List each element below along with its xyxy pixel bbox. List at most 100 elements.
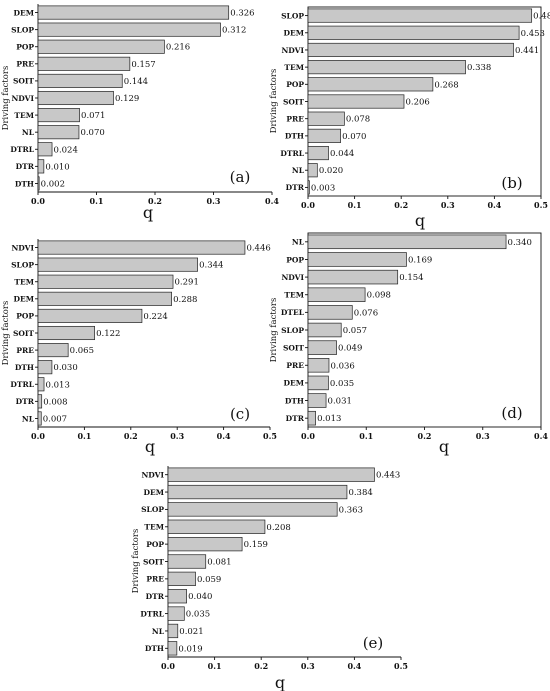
bar-dtrl [37, 377, 45, 392]
category-label-soit: SOIT [283, 343, 304, 352]
category-label-pre: PRE [286, 114, 304, 123]
value-label-dem: 0.453 [521, 29, 545, 39]
x-axis-title: q [415, 211, 425, 230]
bar-soit [307, 340, 337, 355]
category-label-dtel: DTEL [281, 308, 305, 317]
bar-ndvi [307, 269, 399, 285]
chart-panel-5: NDVI 0.443 DEM 0.384 SLOP 0.363 TEM 0.208 POP 0.1… [131, 466, 408, 691]
x-tick-label: 0.5 [394, 661, 408, 671]
x-tick-label: 0.1 [77, 431, 91, 441]
bar-ndvi [37, 90, 114, 106]
bar-dtrl [307, 145, 329, 161]
x-axis-title: q [275, 673, 285, 691]
category-label-ndvi: NDVI [281, 46, 304, 55]
bar-ndvi [307, 42, 514, 58]
category-label-tem: TEM [14, 278, 34, 287]
category-label-tem: TEM [144, 523, 164, 532]
bar-ndvi [37, 240, 246, 255]
panel-label: (b) [501, 174, 522, 192]
value-label-tem: 0.338 [467, 63, 491, 73]
bar-tem [37, 274, 174, 289]
x-tick-label: 0.2 [254, 661, 268, 671]
value-label-nl: 0.020 [319, 166, 343, 176]
bar-dtr [37, 394, 43, 409]
category-label-ndvi: NDVI [281, 273, 304, 282]
value-label-dtrl: 0.035 [186, 610, 210, 620]
bar-slop [167, 502, 338, 517]
x-tick-label: 0.3 [207, 196, 221, 206]
value-label-tem: 0.208 [266, 523, 290, 533]
value-label-dth: 0.031 [328, 397, 352, 407]
x-tick-label: 0.2 [418, 431, 432, 441]
value-label-dtr: 0.040 [188, 592, 212, 602]
value-label-pre: 0.059 [197, 575, 221, 585]
category-label-dtrl: DTRL [10, 380, 34, 389]
bar-tem [167, 519, 266, 534]
bar-nl [307, 163, 318, 178]
x-tick-label: 0.3 [441, 200, 455, 210]
value-label-dtr: 0.008 [43, 397, 67, 407]
value-label-soit: 0.049 [338, 344, 362, 354]
category-label-pop: POP [16, 312, 34, 321]
value-label-ndvi: 0.129 [115, 94, 139, 104]
value-label-dtrl: 0.044 [330, 149, 354, 159]
value-label-pop: 0.216 [166, 43, 190, 53]
value-label-pre: 0.065 [70, 346, 94, 356]
bar-dtr [167, 589, 187, 604]
x-tick-label: 0.0 [31, 431, 45, 441]
value-label-dtrl: 0.013 [46, 380, 70, 390]
value-label-ndvi: 0.441 [515, 46, 539, 56]
chart-panel-4: NL 0.340 POP 0.169 NDVI 0.154 TEM 0.098 DTEL 0.07… [269, 232, 548, 456]
bar-dem [307, 375, 329, 391]
category-label-nl: NL [22, 128, 35, 137]
category-label-dem: DEM [283, 379, 304, 388]
value-label-soit: 0.206 [405, 98, 429, 108]
bar-slop [37, 257, 198, 272]
bar-dtr [307, 180, 310, 195]
category-label-ndvi: NDVI [141, 470, 164, 479]
panel-label: (d) [501, 404, 522, 422]
value-label-tem: 0.071 [81, 111, 105, 121]
category-label-slop: SLOP [11, 25, 34, 34]
bar-soit [307, 94, 405, 109]
value-label-slop: 0.363 [339, 505, 363, 515]
category-label-tem: TEM [14, 111, 34, 120]
x-tick-label: 0.3 [476, 431, 490, 441]
x-tick-label: 0.3 [170, 431, 184, 441]
panel-label: (c) [230, 405, 250, 423]
bar-pre [167, 571, 196, 586]
bar-pop [307, 77, 434, 92]
bar-dth [307, 393, 327, 408]
value-label-ndvi: 0.154 [399, 273, 423, 283]
x-tick-label: 0.2 [124, 431, 138, 441]
value-label-ndvi: 0.446 [246, 244, 270, 254]
category-label-tem: TEM [284, 291, 304, 300]
category-label-dem: DEM [143, 488, 164, 497]
value-label-dem: 0.326 [230, 9, 254, 19]
bar-slop [307, 322, 342, 338]
bar-pre [307, 111, 345, 126]
chart-panel-3: NDVI 0.446 SLOP 0.344 TEM 0.291 DEM 0.288 POP 0.2… [1, 239, 277, 456]
x-tick-label: 0.4 [487, 200, 501, 210]
bar-dem [307, 25, 520, 40]
x-tick-label: 0.0 [161, 661, 175, 671]
value-label-slop: 0.057 [343, 326, 367, 336]
bar-slop [307, 8, 533, 23]
y-axis-title: Driving factors [1, 301, 11, 366]
category-label-dth: DTH [285, 396, 304, 405]
category-label-soit: SOIT [13, 329, 34, 338]
y-axis-title: Driving factors [269, 69, 279, 134]
y-axis-title: Driving factors [1, 66, 11, 131]
bar-pre [37, 343, 69, 358]
category-label-dth: DTH [145, 644, 164, 653]
bar-pre [307, 358, 330, 373]
category-label-dtr: DTR [286, 414, 305, 423]
bar-dth [37, 360, 53, 375]
bar-soit [167, 554, 207, 569]
x-tick-label: 0.4 [217, 431, 231, 441]
value-label-dth: 0.030 [53, 363, 77, 373]
bar-dem [167, 484, 348, 500]
x-tick-label: 0.5 [534, 200, 548, 210]
category-label-nl: NL [292, 238, 305, 247]
bar-dtrl [37, 142, 53, 157]
